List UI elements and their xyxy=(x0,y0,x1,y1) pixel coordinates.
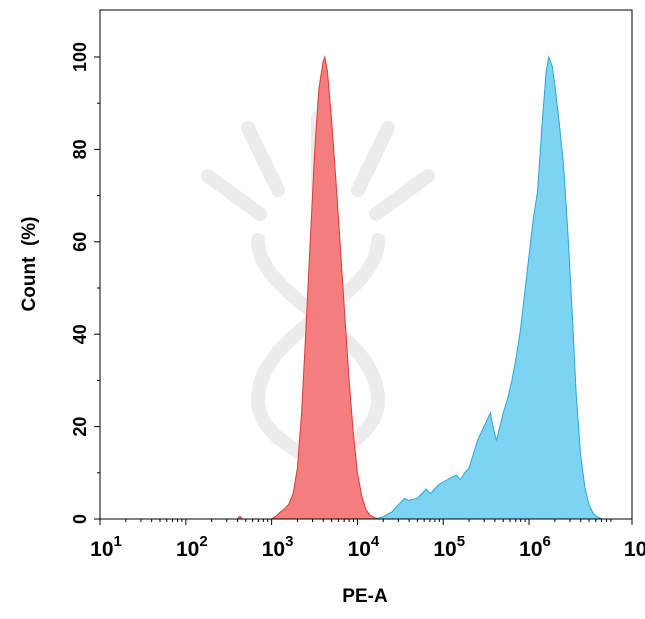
y-tick-label: 40 xyxy=(70,324,90,344)
x-tick-label: 107.2 xyxy=(624,533,645,561)
y-tick-label: 80 xyxy=(70,139,90,159)
y-tick-label: 60 xyxy=(70,232,90,252)
x-tick-label: 101 xyxy=(90,533,122,561)
y-tick-label: 0 xyxy=(70,514,90,524)
y-tick-label: 20 xyxy=(70,417,90,437)
x-tick-label: 105 xyxy=(433,533,465,561)
y-tick-label: 100 xyxy=(70,42,90,72)
x-tick-label: 102 xyxy=(176,533,208,561)
histogram-series-1 xyxy=(236,55,380,520)
x-tick-label: 106 xyxy=(519,533,551,561)
x-tick-label: 103 xyxy=(262,533,294,561)
histogram-series-2 xyxy=(374,55,603,520)
plot-frame xyxy=(99,9,633,520)
x-tick-label: 104 xyxy=(348,533,380,561)
y-axis-title: Count (%) xyxy=(19,217,40,312)
x-axis-title: PE-A xyxy=(342,586,388,607)
